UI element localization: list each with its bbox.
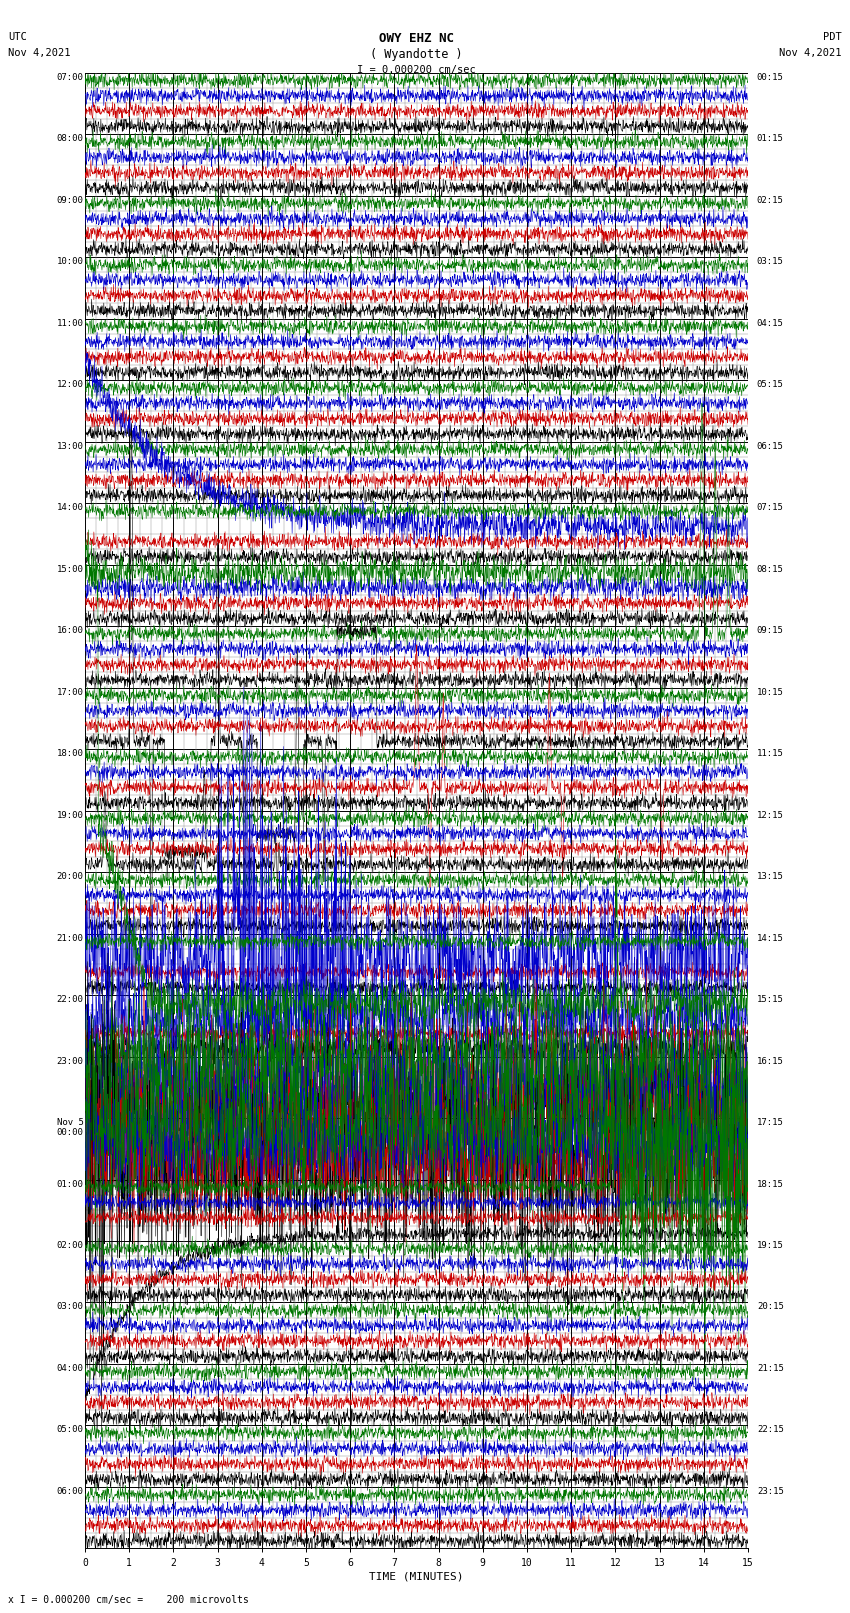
Text: 16:00: 16:00 bbox=[57, 626, 83, 636]
Text: 08:00: 08:00 bbox=[57, 134, 83, 144]
Text: 12:15: 12:15 bbox=[756, 810, 784, 819]
Text: Nov 5
00:00: Nov 5 00:00 bbox=[57, 1118, 83, 1137]
Text: 00:15: 00:15 bbox=[756, 73, 784, 82]
Text: 02:15: 02:15 bbox=[756, 195, 784, 205]
Text: 15:15: 15:15 bbox=[756, 995, 784, 1003]
Text: 01:00: 01:00 bbox=[57, 1179, 83, 1189]
Text: 03:15: 03:15 bbox=[756, 256, 784, 266]
Text: 18:00: 18:00 bbox=[57, 748, 83, 758]
Text: 06:15: 06:15 bbox=[756, 442, 784, 450]
Text: 08:15: 08:15 bbox=[756, 565, 784, 574]
Text: 03:00: 03:00 bbox=[57, 1303, 83, 1311]
Text: x I = 0.000200 cm/sec =    200 microvolts: x I = 0.000200 cm/sec = 200 microvolts bbox=[8, 1595, 249, 1605]
Text: 19:15: 19:15 bbox=[756, 1240, 784, 1250]
Text: 02:00: 02:00 bbox=[57, 1240, 83, 1250]
Text: OWY EHZ NC: OWY EHZ NC bbox=[379, 32, 454, 45]
Text: 13:15: 13:15 bbox=[756, 873, 784, 881]
Text: 16:15: 16:15 bbox=[756, 1057, 784, 1066]
Text: 19:00: 19:00 bbox=[57, 810, 83, 819]
Text: 21:00: 21:00 bbox=[57, 934, 83, 942]
Text: UTC: UTC bbox=[8, 32, 27, 42]
Text: 17:00: 17:00 bbox=[57, 687, 83, 697]
Text: 05:00: 05:00 bbox=[57, 1426, 83, 1434]
Text: 05:15: 05:15 bbox=[756, 381, 784, 389]
Text: 01:15: 01:15 bbox=[756, 134, 784, 144]
Text: 14:00: 14:00 bbox=[57, 503, 83, 511]
Text: 09:15: 09:15 bbox=[756, 626, 784, 636]
Text: 04:15: 04:15 bbox=[756, 319, 784, 327]
Text: I = 0.000200 cm/sec: I = 0.000200 cm/sec bbox=[357, 65, 476, 74]
Text: 07:00: 07:00 bbox=[57, 73, 83, 82]
Text: 09:00: 09:00 bbox=[57, 195, 83, 205]
Text: Nov 4,2021: Nov 4,2021 bbox=[8, 48, 71, 58]
Text: 23:15: 23:15 bbox=[756, 1487, 784, 1495]
Text: Nov 4,2021: Nov 4,2021 bbox=[779, 48, 842, 58]
Text: 22:15: 22:15 bbox=[756, 1426, 784, 1434]
Text: 17:15: 17:15 bbox=[756, 1118, 784, 1127]
Text: 21:15: 21:15 bbox=[756, 1365, 784, 1373]
Text: 20:15: 20:15 bbox=[756, 1303, 784, 1311]
X-axis label: TIME (MINUTES): TIME (MINUTES) bbox=[369, 1571, 464, 1582]
Text: ( Wyandotte ): ( Wyandotte ) bbox=[371, 48, 462, 61]
Text: 20:00: 20:00 bbox=[57, 873, 83, 881]
Text: 04:00: 04:00 bbox=[57, 1365, 83, 1373]
Text: 18:15: 18:15 bbox=[756, 1179, 784, 1189]
Text: 10:15: 10:15 bbox=[756, 687, 784, 697]
Text: 23:00: 23:00 bbox=[57, 1057, 83, 1066]
Text: 07:15: 07:15 bbox=[756, 503, 784, 511]
Text: 11:15: 11:15 bbox=[756, 748, 784, 758]
Text: 22:00: 22:00 bbox=[57, 995, 83, 1003]
Text: 06:00: 06:00 bbox=[57, 1487, 83, 1495]
Text: 10:00: 10:00 bbox=[57, 256, 83, 266]
Text: 14:15: 14:15 bbox=[756, 934, 784, 942]
Text: 13:00: 13:00 bbox=[57, 442, 83, 450]
Text: PDT: PDT bbox=[823, 32, 842, 42]
Text: 11:00: 11:00 bbox=[57, 319, 83, 327]
Text: 15:00: 15:00 bbox=[57, 565, 83, 574]
Text: 12:00: 12:00 bbox=[57, 381, 83, 389]
